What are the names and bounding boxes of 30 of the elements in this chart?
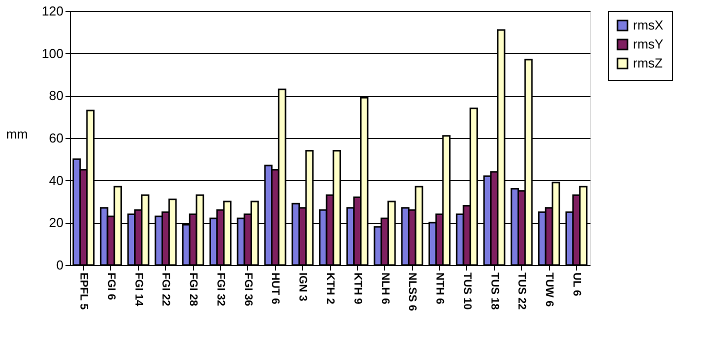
x-tick-label: NLH 6 <box>378 272 391 304</box>
y-tick-label: 120 <box>42 4 64 18</box>
x-tick-label: TUW 6 <box>543 272 556 307</box>
x-tick-label: FGI 28 <box>187 272 200 306</box>
x-tick-label: KTH 9 <box>351 272 364 304</box>
legend-label: rmsZ <box>633 56 663 70</box>
x-tick-label: IGN 3 <box>296 272 309 302</box>
x-tick-label: FGI 32 <box>214 272 226 306</box>
x-tick-label: KTH 2 <box>324 272 336 304</box>
x-tick-label: FGI 22 <box>160 272 172 306</box>
legend-label: rmsY <box>633 36 664 52</box>
y-tick-label: 20 <box>49 215 64 230</box>
x-tick-label: TUS 18 <box>488 272 500 310</box>
x-tick-label: EPFL 5 <box>78 272 90 310</box>
x-tick-label: HUT 6 <box>269 272 282 304</box>
y-tick-label: 40 <box>49 172 64 188</box>
x-tick-label: TUS 10 <box>460 272 473 310</box>
x-tick-label: TUS 22 <box>516 272 528 310</box>
x-tick-label: NLSS 6 <box>406 272 418 312</box>
y-tick-label: 80 <box>49 88 64 104</box>
y-axis-title: mm <box>6 126 28 142</box>
y-tick-label: 0 <box>56 258 64 272</box>
x-tick-label: FGI 14 <box>132 272 144 308</box>
x-tick-label: FGI 6 <box>104 272 117 300</box>
legend-label: rmsX <box>633 18 664 32</box>
x-tick-label: UL 6 <box>570 272 582 296</box>
x-tick-label: NTH 6 <box>434 272 446 304</box>
x-tick-label: FGI 36 <box>242 272 254 306</box>
y-tick-label: 60 <box>49 130 64 146</box>
y-tick-label: 100 <box>42 46 64 61</box>
